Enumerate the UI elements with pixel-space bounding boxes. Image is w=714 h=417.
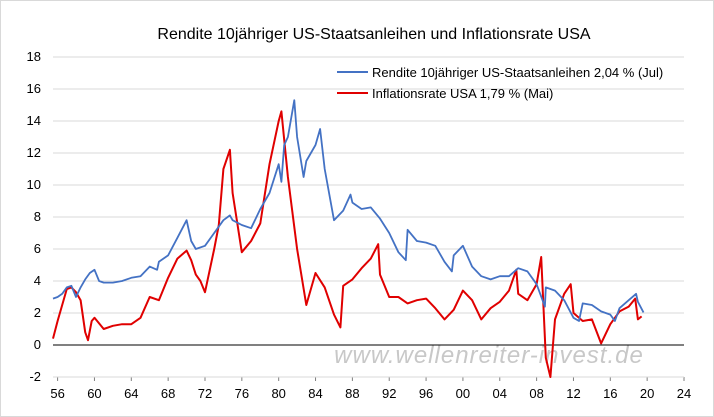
x-tick-label: 00 [456, 386, 470, 401]
x-tick-label: 24 [677, 386, 691, 401]
y-tick-label: 4 [34, 273, 41, 288]
y-tick-label: 14 [27, 113, 41, 128]
x-tick-label: 96 [419, 386, 433, 401]
x-tick-label: 12 [566, 386, 580, 401]
x-tick-label: 92 [382, 386, 396, 401]
y-tick-label: 0 [34, 337, 41, 352]
chart-title: Rendite 10jähriger US-Staatsanleihen und… [157, 26, 590, 43]
y-tick-label: 6 [34, 241, 41, 256]
x-axis-ticks: 56 60 64 68 72 76 80 84 88 92 96 00 04 08 12 16 20 24 [50, 376, 691, 401]
yield-series-line [52, 99, 645, 322]
y-tick-label: 2 [34, 305, 41, 320]
x-tick-label: 56 [50, 386, 64, 401]
watermark: www.wellenreiter-invest.de [334, 342, 644, 369]
x-tick-label: 68 [161, 386, 175, 401]
x-tick-label: 72 [198, 386, 212, 401]
x-tick-label: 84 [308, 386, 322, 401]
gridlines [53, 56, 684, 378]
inflation-series-line [52, 110, 643, 378]
x-tick-label: 04 [493, 386, 507, 401]
x-tick-label: 88 [345, 386, 359, 401]
legend: Rendite 10jähriger US-Staatsanleihen 2,0… [337, 65, 663, 101]
series-lines [52, 99, 645, 378]
legend-label: Rendite 10jähriger US-Staatsanleihen 2,0… [372, 65, 663, 80]
y-tick-label: 16 [27, 81, 41, 96]
y-tick-label: 12 [27, 145, 41, 160]
y-tick-label: -2 [29, 369, 41, 384]
y-tick-label: 18 [27, 49, 41, 64]
x-tick-label: 16 [603, 386, 617, 401]
x-tick-label: 20 [640, 386, 654, 401]
x-tick-label: 76 [235, 386, 249, 401]
y-axis-ticks: -2 0 2 4 6 8 10 12 14 16 18 [27, 49, 41, 384]
x-tick-label: 64 [124, 386, 138, 401]
y-tick-label: 10 [27, 177, 41, 192]
x-tick-label: 08 [529, 386, 543, 401]
legend-label: Inflationsrate USA 1,79 % (Mai) [372, 86, 553, 101]
x-tick-label: 60 [87, 386, 101, 401]
x-tick-label: 80 [271, 386, 285, 401]
y-tick-label: 8 [34, 209, 41, 224]
